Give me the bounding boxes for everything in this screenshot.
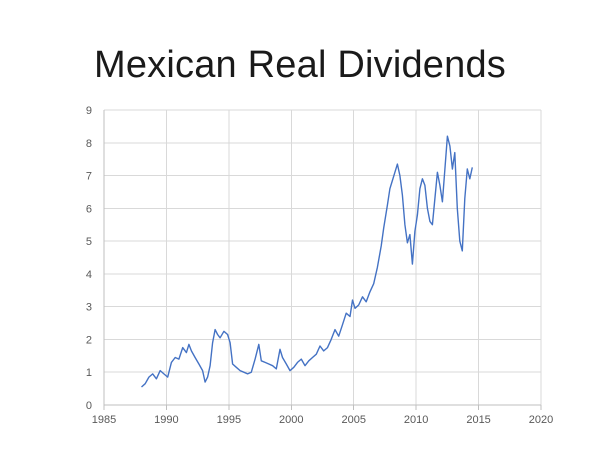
y-tick-label: 1 (86, 367, 92, 379)
x-tick-label: 1995 (217, 414, 241, 426)
y-tick-label: 5 (86, 236, 92, 248)
x-tick-label: 1985 (92, 414, 116, 426)
x-tick-label: 2020 (529, 414, 553, 426)
y-tick-label: 2 (86, 334, 92, 346)
series-line (141, 135, 473, 388)
chart-title: Mexican Real Dividends (93, 44, 507, 86)
y-tick-label: 8 (86, 138, 92, 150)
y-tick-label: 9 (86, 105, 92, 117)
y-tick-label: 6 (86, 203, 92, 215)
y-tick-label: 4 (86, 269, 92, 281)
x-tick-label: 2010 (404, 414, 428, 426)
y-tick-label: 3 (86, 302, 92, 314)
y-tick-label: 7 (86, 171, 92, 183)
x-tick-label: 1990 (154, 414, 178, 426)
x-tick-label: 2015 (466, 414, 490, 426)
x-tick-label: 2005 (341, 414, 365, 426)
y-tick-label: 0 (86, 400, 92, 412)
x-tick-label: 2000 (279, 414, 303, 426)
